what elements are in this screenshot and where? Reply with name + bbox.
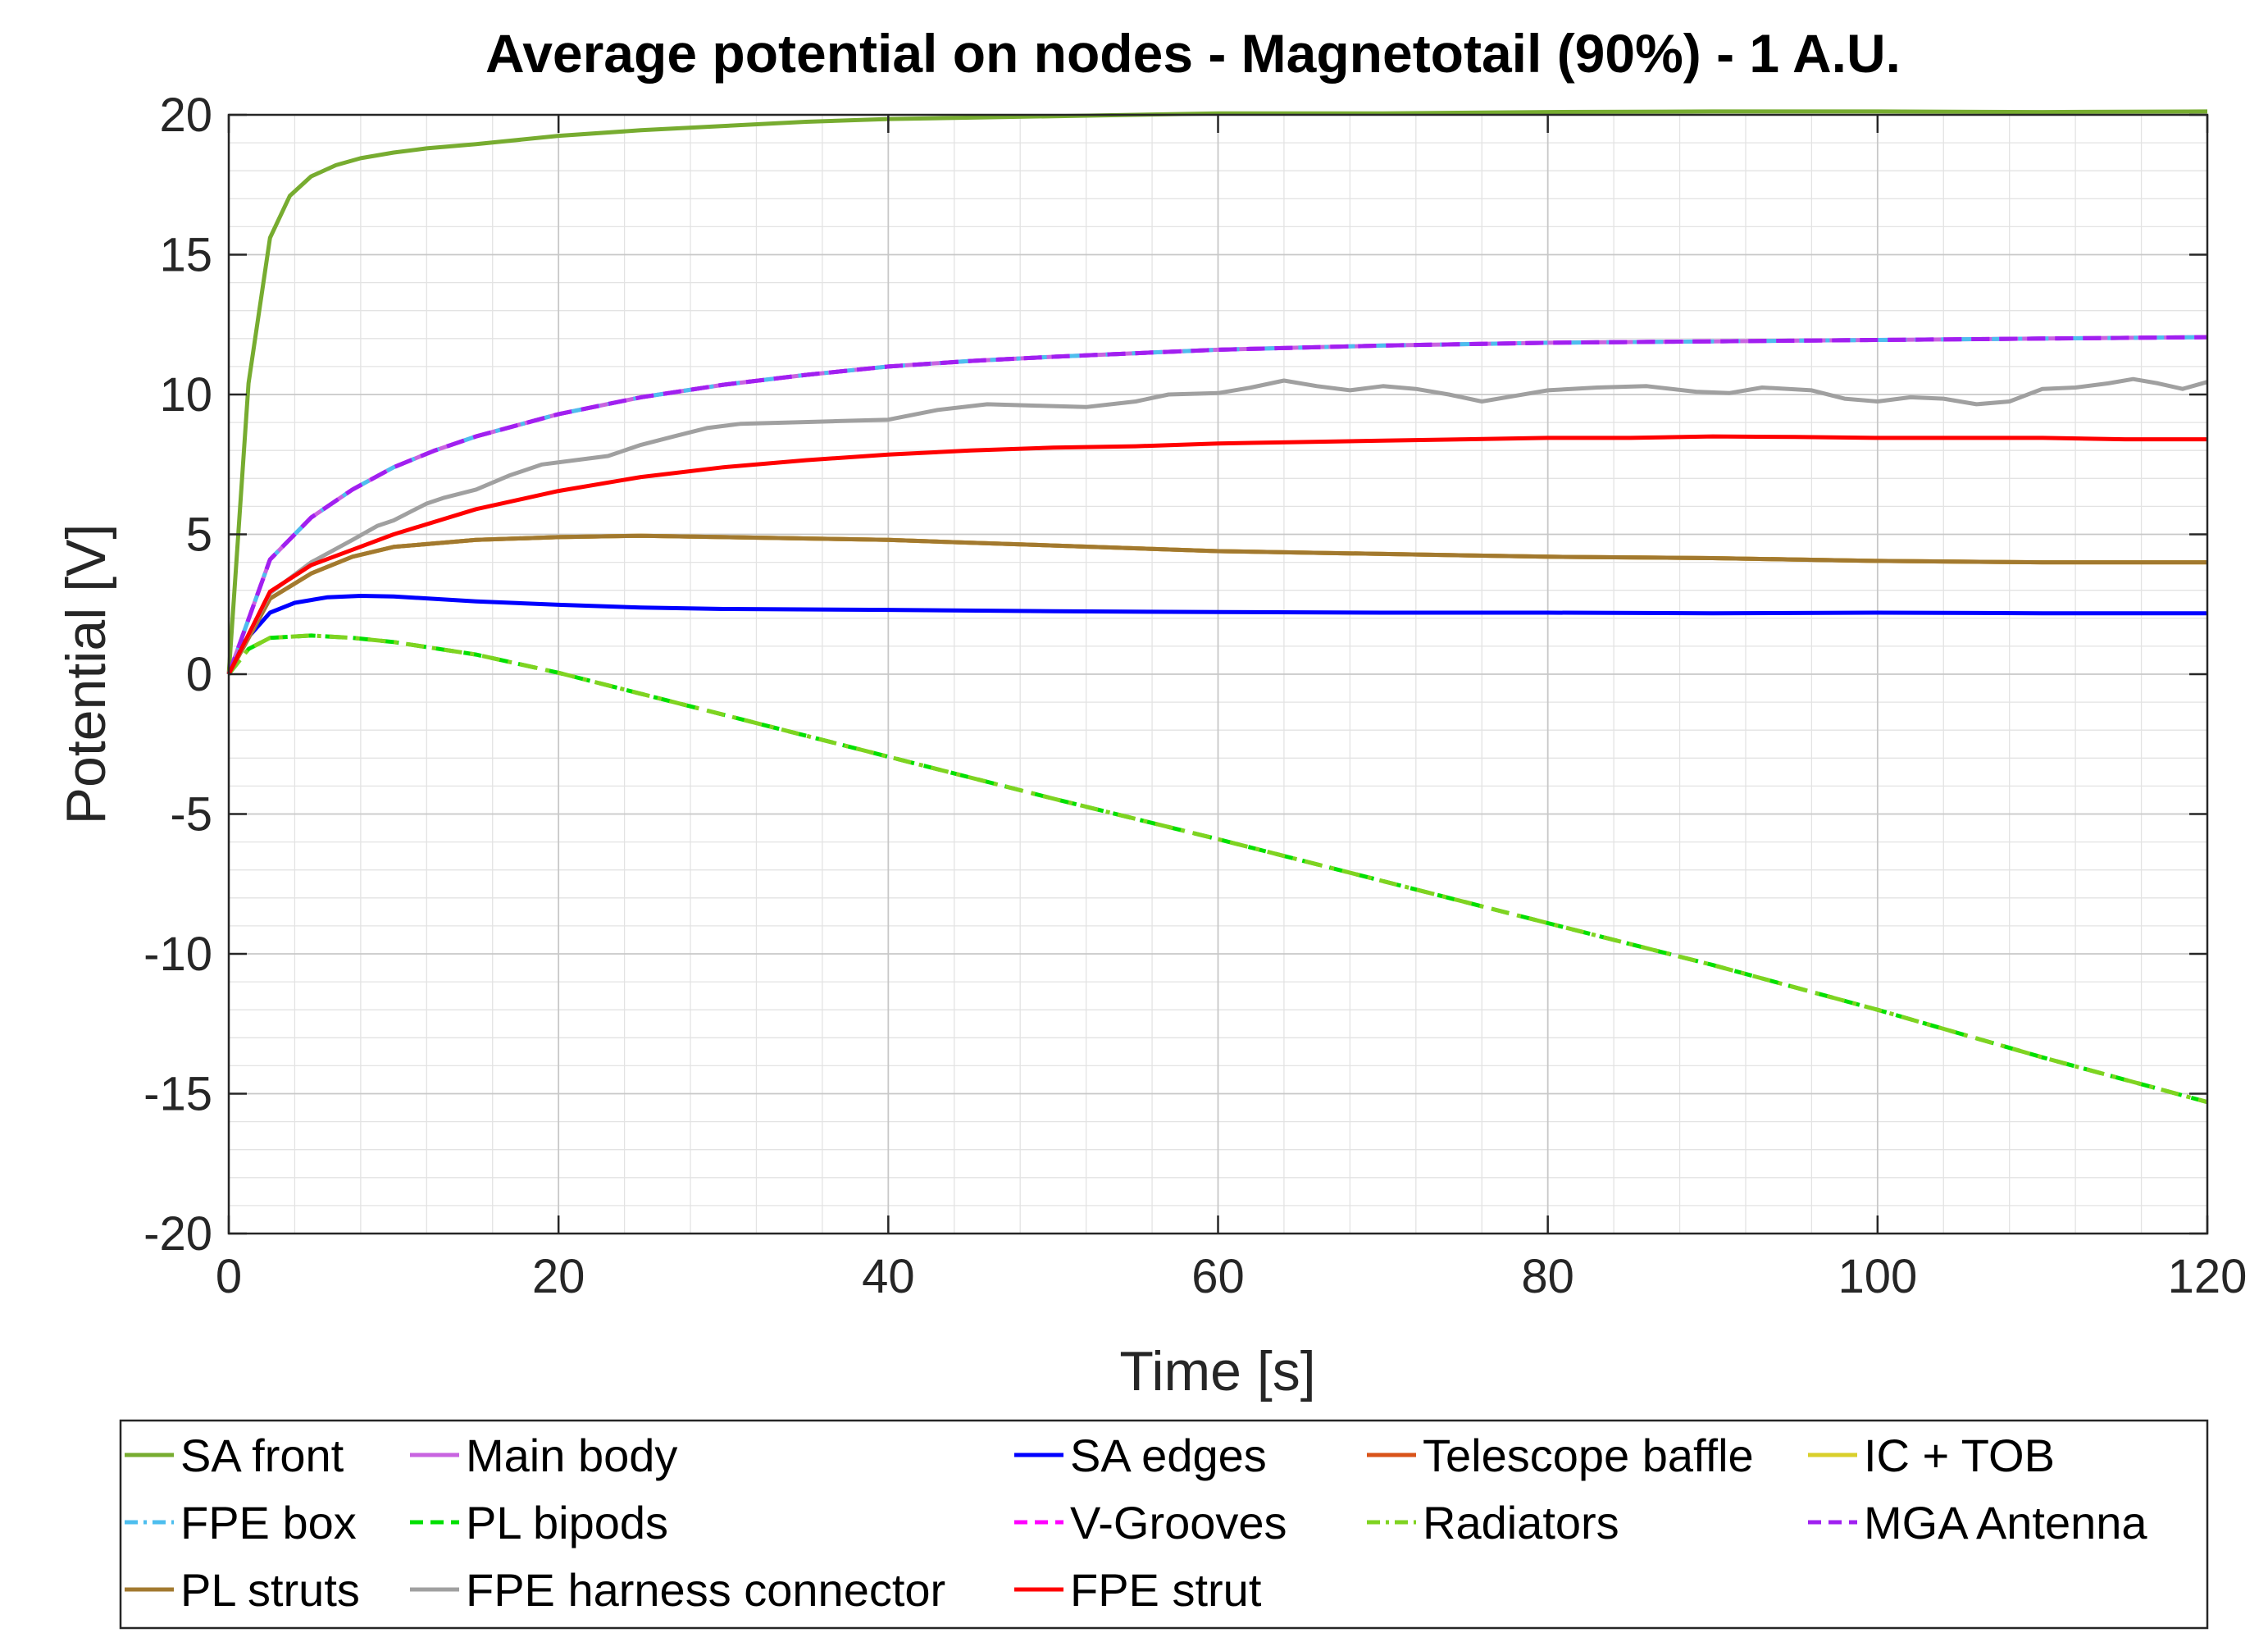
- legend-label: FPE strut: [1070, 1564, 1262, 1616]
- legend-label: Main body: [466, 1430, 677, 1481]
- y-tick-label: 10: [159, 368, 212, 422]
- x-tick-label: 60: [1191, 1250, 1245, 1303]
- series-line-sa-edges: [226, 594, 2207, 676]
- x-tick-label: 80: [1521, 1250, 1574, 1303]
- x-tick-label: 40: [862, 1250, 915, 1303]
- y-tick-label: -20: [143, 1207, 212, 1261]
- legend-label: V-Grooves: [1070, 1497, 1287, 1548]
- legend-label: IC + TOB: [1864, 1430, 2055, 1481]
- series-line-pl-struts: [226, 533, 2207, 676]
- legend-label: SA edges: [1070, 1430, 1267, 1481]
- legend-label: MGA Antenna: [1864, 1497, 2147, 1548]
- x-tick-label: 120: [2168, 1250, 2248, 1303]
- x-tick-label: 100: [1838, 1250, 1917, 1303]
- legend-label: Radiators: [1423, 1497, 1619, 1548]
- y-tick-label: -5: [170, 788, 212, 841]
- series-line-fpe-strut: [226, 434, 2207, 676]
- legend: SA front Main body SA edges Telescope baffl…: [119, 1419, 2209, 1630]
- legend-label: FPE harness connector: [466, 1564, 945, 1616]
- y-tick-label: -10: [143, 928, 212, 981]
- legend-label: PL bipods: [466, 1497, 668, 1548]
- series-line-mga-antenna: [226, 335, 2208, 675]
- y-tick-label: 0: [186, 648, 212, 701]
- ticks-layer: 0 20 40 60 80 100 120 20 15 10 5 0 -5 -10 -15 -20: [143, 89, 2247, 1303]
- legend-box: [119, 1419, 2209, 1630]
- x-tick-label: 0: [216, 1250, 242, 1303]
- legend-label: FPE box: [180, 1497, 357, 1548]
- legend-label: Telescope baffle: [1423, 1430, 1754, 1481]
- series-line-fpe-harness-connector: [226, 376, 2208, 676]
- series-layer: [226, 109, 2208, 1105]
- series-line-radiators: [227, 633, 2208, 1105]
- legend-label: PL struts: [180, 1564, 360, 1616]
- y-tick-label: 20: [159, 89, 212, 142]
- y-tick-label: 5: [186, 509, 212, 562]
- x-tick-label: 20: [532, 1250, 585, 1303]
- y-tick-label: 15: [159, 229, 212, 282]
- series-line-sa-front: [226, 109, 2208, 675]
- legend-label: SA front: [180, 1430, 344, 1481]
- chart-title: Average potential on nodes - Magnetotail…: [485, 23, 1901, 84]
- y-tick-label: -15: [143, 1068, 212, 1121]
- y-axis-label: Potential [V]: [55, 524, 117, 825]
- x-axis-label: Time [s]: [1119, 1340, 1315, 1402]
